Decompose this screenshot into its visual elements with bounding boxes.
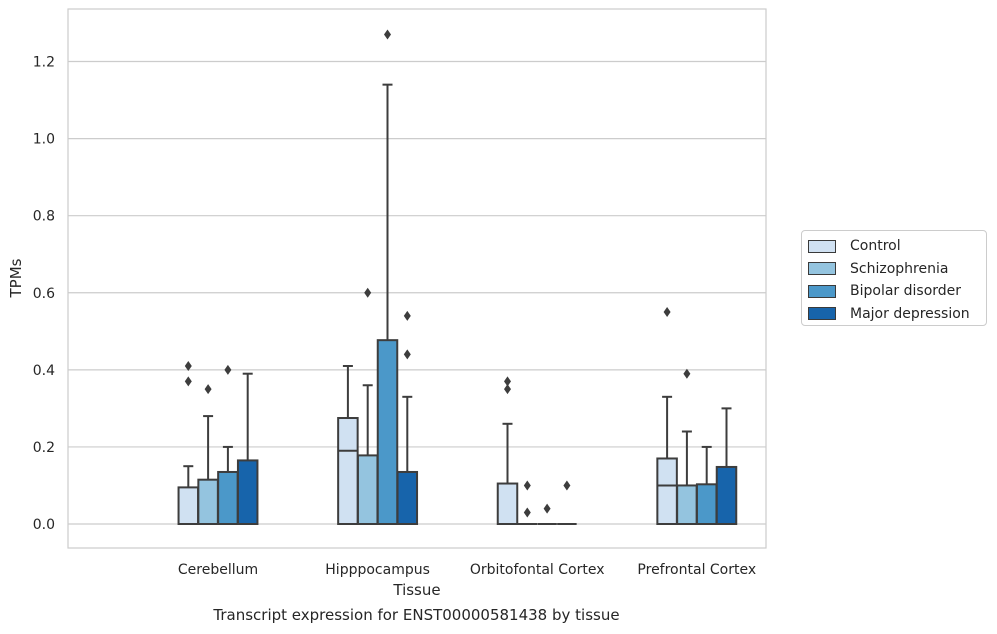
box-group	[217, 364, 239, 526]
box	[715, 465, 738, 525]
box	[337, 417, 359, 526]
legend: Control Schizophrenia Bipolar disorder M…	[801, 230, 987, 326]
box-group	[517, 480, 538, 525]
y-tick-label: 0.8	[33, 209, 55, 225]
y-tick-label: 1.0	[33, 132, 55, 148]
outlier-point	[523, 507, 531, 518]
box-group	[496, 376, 519, 525]
legend-label-bipolar-disorder: Bipolar disorder	[850, 283, 962, 300]
legend-swatch-bipolar-disorder	[808, 284, 836, 298]
box	[236, 459, 259, 525]
box	[396, 470, 419, 526]
outlier-point	[504, 376, 511, 387]
legend-label-major-depression: Major depression	[850, 305, 970, 322]
legend-label-control: Control	[850, 238, 901, 255]
x-tick-label: Prefrontal Cortex	[637, 562, 756, 578]
box-group	[676, 368, 698, 525]
outlier-point	[364, 287, 372, 298]
legend-swatch-schizophrenia	[808, 262, 836, 276]
box	[656, 457, 678, 525]
outlier-point	[543, 503, 551, 514]
box	[356, 454, 379, 525]
box-group	[197, 384, 219, 525]
box-group	[715, 407, 738, 525]
outlier-point	[663, 307, 671, 318]
box-group	[177, 360, 200, 525]
legend-item-schizophrenia: Schizophrenia	[808, 258, 986, 281]
y-axis-title: TPMs	[7, 258, 25, 298]
gridlines	[68, 60, 766, 525]
outlier-point	[403, 310, 411, 321]
outlier-point	[403, 349, 411, 360]
outlier-point	[184, 376, 192, 387]
y-tick-label: 0.0	[33, 517, 55, 533]
y-tick-label: 0.2	[33, 440, 55, 456]
y-tick-label: 0.4	[33, 363, 55, 379]
legend-swatch-major-depression	[808, 307, 836, 321]
outlier-point	[563, 480, 571, 491]
chart-caption: Transcript expression for ENST0000058143…	[213, 606, 620, 624]
box-group	[396, 310, 419, 526]
box	[496, 482, 519, 525]
x-axis-title: Tissue	[392, 581, 440, 599]
outlier-point	[384, 29, 391, 40]
outlier-point	[184, 360, 192, 371]
outlier-point	[504, 384, 511, 395]
box-group	[557, 480, 577, 525]
y-axis-tick-labels: 0.0 0.2 0.4 0.6 0.8 1.0 1.2	[33, 55, 55, 533]
box-groups	[177, 29, 738, 526]
legend-item-bipolar-disorder: Bipolar disorder	[808, 280, 986, 303]
plot-area-frame	[67, 8, 767, 549]
box-group	[656, 307, 678, 525]
outlier-point	[523, 480, 531, 491]
box	[676, 484, 698, 525]
x-tick-label: Orbitofontal Cortex	[470, 562, 605, 578]
box	[177, 486, 200, 525]
box	[376, 339, 399, 526]
legend-swatch-control	[808, 239, 836, 253]
box-group	[376, 29, 399, 526]
legend-item-major-depression: Major depression	[808, 303, 986, 326]
box-group	[236, 372, 259, 525]
x-tick-label: Cerebellum	[178, 562, 258, 578]
box-group	[356, 287, 379, 525]
legend-item-control: Control	[808, 235, 986, 258]
box	[217, 470, 239, 526]
box	[695, 483, 718, 526]
y-tick-label: 1.2	[33, 55, 55, 71]
box-group	[695, 445, 718, 526]
x-tick-label: Hipppocampus	[325, 562, 430, 578]
box	[197, 478, 219, 525]
x-axis-tick-labels: Cerebellum Hipppocampus Orbitofontal Corte…	[178, 562, 756, 578]
outlier-point	[204, 384, 212, 395]
outlier-point	[224, 364, 232, 375]
outlier-point	[683, 368, 691, 379]
legend-label-schizophrenia: Schizophrenia	[850, 260, 949, 277]
box-group	[537, 503, 557, 525]
box-group	[337, 364, 359, 526]
y-tick-label: 0.6	[33, 286, 55, 302]
